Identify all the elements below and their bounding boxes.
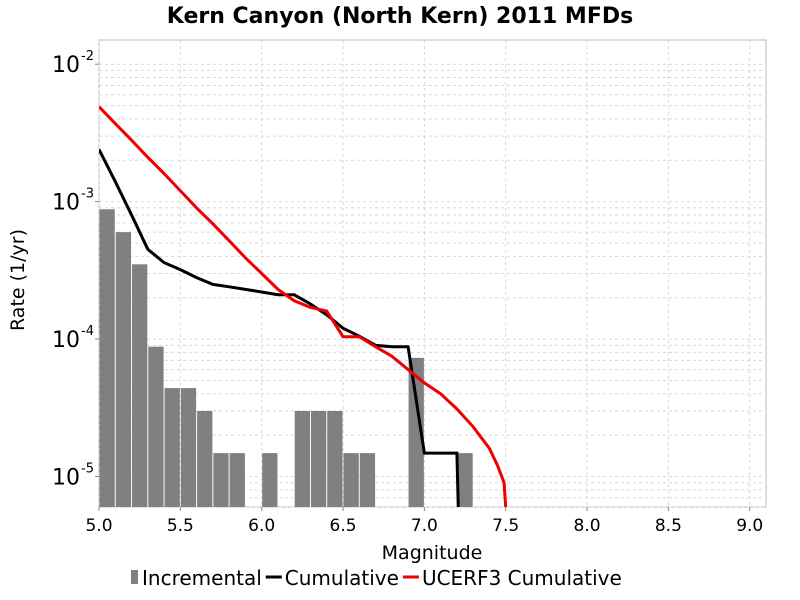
y-tick-label: 10	[52, 328, 80, 353]
x-tick-label: 5.0	[85, 516, 112, 536]
legend-label-incremental: Incremental	[142, 566, 262, 590]
incremental-bar	[197, 410, 213, 507]
incremental-bar	[213, 453, 229, 507]
x-tick-label: 6.0	[248, 516, 275, 536]
x-tick-label: 7.5	[492, 516, 519, 536]
ucerf3-cumulative-line	[99, 105, 508, 507]
incremental-bar	[132, 264, 148, 507]
incremental-bar	[294, 410, 310, 507]
incremental-bar	[359, 453, 376, 507]
legend: Incremental Cumulative UCERF3 Cumulative	[131, 566, 622, 590]
chart-title: Kern Canyon (North Kern) 2011 MFDs	[167, 4, 633, 29]
incremental-bar	[327, 410, 343, 507]
y-tick-exponent: -4	[81, 324, 94, 339]
y-tick-label: 10	[52, 53, 80, 78]
y-tick-exponent: -2	[81, 49, 94, 64]
y-tick-exponent: -3	[81, 187, 94, 202]
incremental-bar	[408, 357, 424, 507]
x-axis-label: Magnitude	[382, 542, 483, 564]
y-axis-label: Rate (1/yr)	[7, 229, 29, 331]
x-tick-label: 8.5	[655, 516, 682, 536]
y-tick-label: 10	[52, 191, 80, 216]
incremental-bar	[164, 388, 180, 507]
incremental-bar	[229, 453, 245, 507]
x-tick-label: 7.0	[411, 516, 438, 536]
incremental-bar	[343, 453, 359, 507]
y-tick-exponent: -5	[81, 462, 94, 477]
x-tick-label: 8.0	[574, 516, 601, 536]
incremental-bar	[148, 346, 164, 507]
incremental-bar	[457, 453, 473, 507]
incremental-bar	[180, 388, 197, 507]
incremental-bar	[115, 232, 132, 507]
legend-label-ucerf3-cumulative: UCERF3 Cumulative	[422, 566, 622, 590]
legend-swatch-incremental	[131, 570, 138, 584]
x-tick-label: 9.0	[736, 516, 763, 536]
legend-label-cumulative: Cumulative	[285, 566, 399, 590]
x-tick-label: 6.5	[330, 516, 357, 536]
x-axis-ticks: 5.0 5.5 6.0 6.5 7.0 7.5 8.0 8.5 9.0	[85, 507, 763, 536]
incremental-bar	[310, 410, 327, 507]
incremental-bar	[99, 209, 115, 507]
x-tick-label: 5.5	[167, 516, 194, 536]
y-axis-ticks: 10-210-310-410-5	[52, 49, 99, 491]
y-tick-label: 10	[52, 466, 80, 491]
incremental-bar	[262, 453, 278, 507]
data-layer	[99, 105, 508, 507]
